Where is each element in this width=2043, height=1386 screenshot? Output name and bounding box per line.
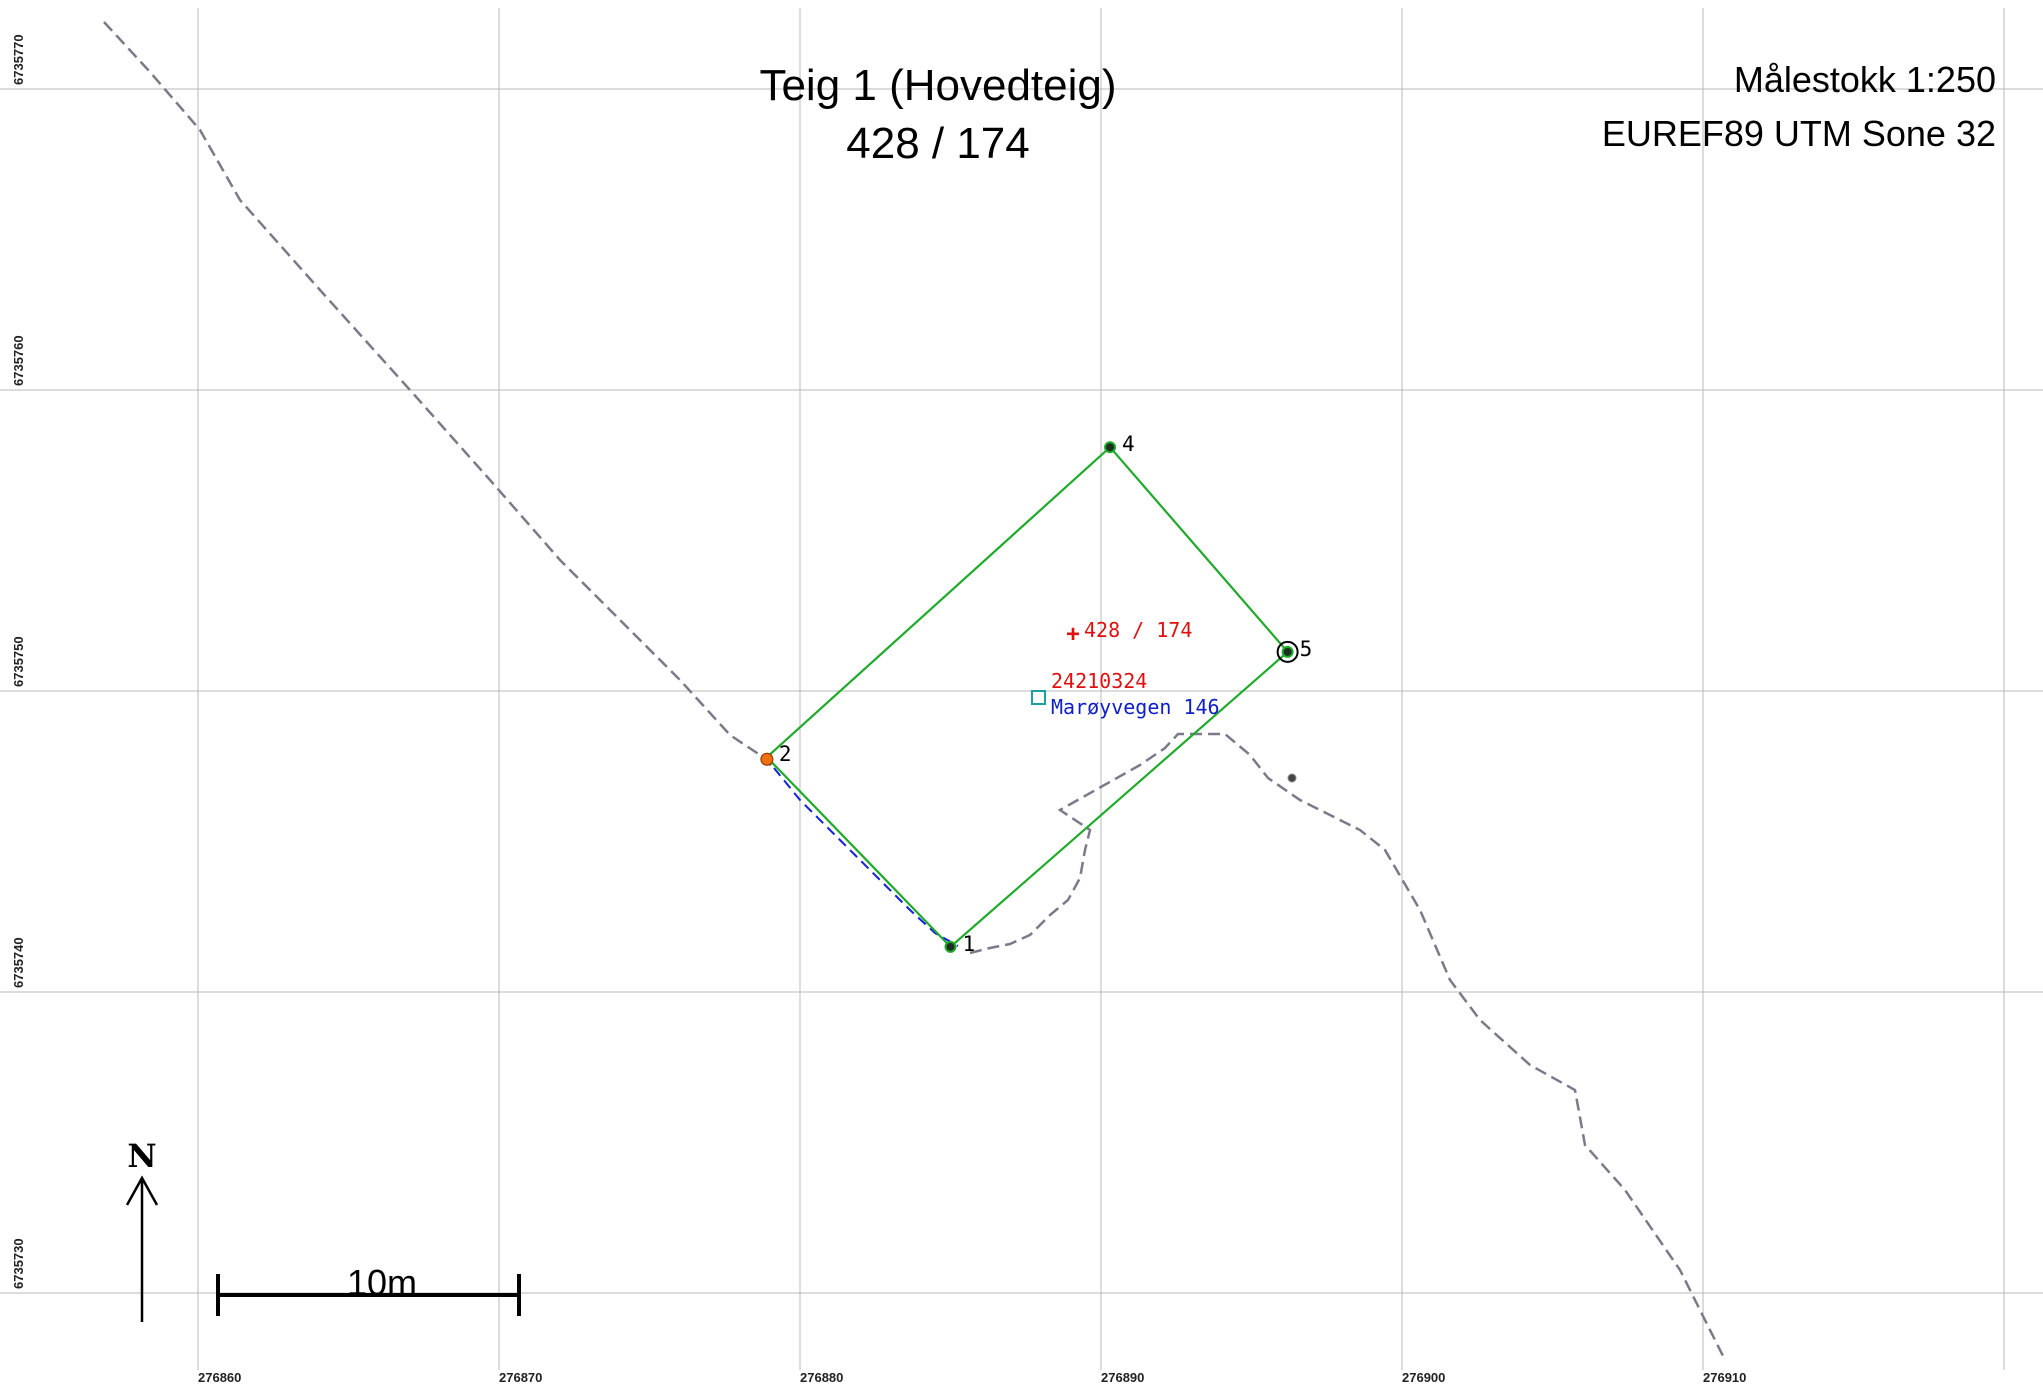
scale-bar-line (216, 1274, 521, 1316)
northing-label: 6735770 (11, 34, 26, 85)
north-arrow: N (125, 1137, 159, 1322)
road-vertex-marker (1287, 773, 1297, 783)
north-arrow-icon (125, 1175, 159, 1322)
scale-bar-label: 10m (347, 1262, 417, 1303)
boundary-point-marker[interactable] (1281, 645, 1294, 658)
easting-label: 276890 (1101, 1370, 1144, 1385)
road-edge-dashed-line (103, 21, 1727, 1361)
boundary-point-ring (1276, 640, 1299, 663)
boundary-point-marker[interactable] (1104, 441, 1117, 454)
building-square-icon (1031, 690, 1046, 705)
northing-label: 6735730 (11, 1238, 26, 1289)
boundary-point-label: 2 (779, 742, 792, 766)
coordinate-labels: 276860 276870 276880 276890 276900 276910 6735… (11, 34, 1746, 1385)
building-id-label: 24210324 (1051, 669, 1147, 693)
building-marker: 24210324 Marøyvegen 146 (1031, 669, 1220, 719)
centroid-cross-icon: + (1066, 621, 1080, 648)
parcel-label: 428 / 174 (1084, 618, 1192, 642)
northing-label: 6735740 (11, 937, 26, 988)
coordinate-grid (0, 8, 2043, 1370)
parcel-number-title: 428 / 174 (846, 119, 1030, 168)
map-title: Teig 1 (Hovedteig) (759, 61, 1116, 110)
coordinate-system-label: EUREF89 UTM Sone 32 (1602, 113, 1996, 154)
boundary-point-label: 1 (963, 932, 976, 956)
north-arrow-label: N (127, 1137, 156, 1175)
easting-label: 276860 (198, 1370, 241, 1385)
boundary-point-marker[interactable] (944, 940, 957, 953)
boundary-point-marker[interactable] (760, 752, 774, 766)
boundary-point-label: 5 (1300, 637, 1313, 661)
easting-label: 276900 (1402, 1370, 1445, 1385)
easting-label: 276910 (1703, 1370, 1746, 1385)
easting-label: 276870 (499, 1370, 542, 1385)
boundary-point-label: 4 (1122, 432, 1135, 456)
northing-label: 6735760 (11, 335, 26, 386)
map-scale-label: Målestokk 1:250 (1734, 59, 1996, 100)
address-label: Marøyvegen 146 (1051, 695, 1220, 719)
parcel-label-marker: + 428 / 174 (1066, 618, 1192, 648)
boundary-points: 1 2 4 5 (760, 432, 1313, 956)
uncertain-boundary-dashed-line (773, 767, 959, 947)
easting-label: 276880 (800, 1370, 843, 1385)
northing-label: 6735750 (11, 636, 26, 687)
scale-bar: 10m (216, 1262, 521, 1316)
